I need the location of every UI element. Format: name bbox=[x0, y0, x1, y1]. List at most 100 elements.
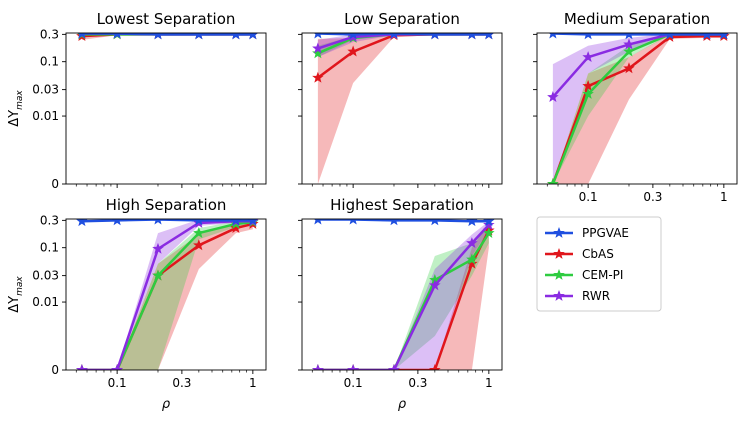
marker-rwr bbox=[547, 91, 559, 102]
panel-title: Low Separation bbox=[344, 10, 460, 28]
legend-marker bbox=[553, 247, 565, 259]
marker-ppgvae bbox=[389, 33, 399, 39]
marker-cbas bbox=[347, 45, 359, 57]
marker-cbas bbox=[230, 222, 242, 233]
band-cem-pi bbox=[552, 33, 724, 184]
axes-frame bbox=[301, 32, 503, 185]
marker-ppgvae bbox=[152, 33, 164, 40]
legend-marker bbox=[553, 226, 565, 238]
panel-title: High Separation bbox=[106, 196, 227, 214]
legend-label: PPGVAE bbox=[582, 226, 629, 240]
marker-ppgvae bbox=[623, 33, 635, 40]
y-tick-label: 0.01 bbox=[32, 109, 59, 123]
band-cbas bbox=[317, 222, 489, 370]
x-tick-label: 0.1 bbox=[344, 376, 363, 390]
marker-ppgvae bbox=[348, 33, 359, 40]
marker-ppgvae bbox=[247, 33, 258, 40]
legend-frame bbox=[536, 216, 662, 312]
line-rwr bbox=[317, 224, 490, 370]
marker-rwr bbox=[582, 51, 594, 63]
y-axis-label: ΔYmax bbox=[7, 90, 25, 127]
band-cbas bbox=[317, 33, 489, 184]
band-cem-pi bbox=[81, 220, 253, 370]
marker-ppgvae bbox=[664, 33, 675, 40]
marker-cem-pi bbox=[152, 269, 164, 281]
y-tick-label: 0 bbox=[51, 177, 59, 191]
marker-cem-pi bbox=[547, 177, 559, 184]
marker-ppgvae bbox=[483, 33, 494, 40]
x-tick-label: 0.3 bbox=[408, 376, 427, 390]
y-tick-label: 0.1 bbox=[40, 55, 59, 69]
marker-cem-pi bbox=[582, 87, 594, 99]
marker-rwr bbox=[347, 363, 359, 370]
panel-title: Highest Separation bbox=[330, 196, 474, 214]
marker-ppgvae bbox=[388, 219, 400, 226]
marker-ppgvae bbox=[583, 33, 594, 40]
x-axis-label: ρ bbox=[162, 397, 171, 412]
band-cem-pi bbox=[317, 225, 489, 370]
legend-label: RWR bbox=[582, 289, 610, 303]
line-ppgvae bbox=[81, 33, 253, 36]
line-ppgvae bbox=[552, 33, 724, 36]
panel-2: Low Separation bbox=[298, 10, 503, 188]
marker-ppgvae bbox=[230, 219, 242, 226]
y-tick-label: 0 bbox=[51, 363, 59, 377]
x-axis-label: ρ bbox=[398, 397, 407, 412]
marker-ppgvae bbox=[466, 33, 478, 40]
marker-ppgvae bbox=[349, 219, 358, 225]
marker-ppgvae bbox=[113, 33, 122, 39]
legend-marker bbox=[553, 289, 565, 301]
line-ppgvae bbox=[317, 33, 489, 36]
marker-cem-pi bbox=[623, 45, 635, 57]
marker-ppgvae bbox=[701, 33, 713, 40]
marker-ppgvae bbox=[76, 219, 88, 227]
band-rwr bbox=[317, 33, 489, 58]
x-tick-label: 1 bbox=[249, 376, 257, 390]
legend-label: CbAS bbox=[582, 247, 614, 261]
band-cbas bbox=[552, 34, 724, 184]
x-tick-label: 1 bbox=[485, 376, 493, 390]
marker-ppgvae bbox=[718, 33, 729, 40]
marker-ppgvae bbox=[429, 219, 440, 226]
axes-frame bbox=[301, 218, 503, 371]
axes-frame bbox=[65, 32, 267, 185]
panel-5: Highest Separation 0.1 0.3 1 ρ bbox=[298, 196, 503, 412]
x-tick-label: 1 bbox=[720, 190, 728, 204]
legend: PPGVAE CbAS CEM-PI RWR bbox=[536, 216, 662, 312]
marker-ppgvae bbox=[77, 33, 86, 39]
axes-frame bbox=[536, 32, 738, 185]
marker-rwr bbox=[312, 363, 324, 370]
panel-1: Lowest Separation 0.3 0.1 0.03 0.01 0 ΔYmax bbox=[7, 10, 267, 191]
x-tick-label: 0.1 bbox=[579, 190, 598, 204]
marker-rwr bbox=[111, 363, 123, 370]
x-tick-label: 0.1 bbox=[108, 376, 127, 390]
marker-cbas bbox=[193, 239, 205, 251]
marker-ppgvae bbox=[466, 219, 478, 227]
band-cbas bbox=[81, 221, 253, 370]
legend-label: CEM-PI bbox=[582, 268, 623, 282]
panel-title: Lowest Separation bbox=[97, 10, 236, 28]
marker-rwr bbox=[312, 42, 324, 54]
marker-ppgvae bbox=[112, 219, 123, 226]
y-tick-label: 0.1 bbox=[40, 241, 59, 255]
marker-ppgvae bbox=[313, 219, 322, 225]
marker-ppgvae bbox=[193, 219, 204, 226]
x-tick-label: 0.3 bbox=[172, 376, 191, 390]
y-tick-label: 0.3 bbox=[40, 27, 59, 41]
y-tick-label: 0.3 bbox=[40, 213, 59, 227]
marker-ppgvae bbox=[193, 33, 204, 40]
marker-rwr bbox=[466, 237, 478, 249]
marker-rwr bbox=[429, 279, 441, 291]
panel-3: Medium Separation 0.1 0.3 1 bbox=[533, 10, 738, 204]
marker-ppgvae bbox=[313, 33, 322, 39]
marker-rwr bbox=[623, 38, 635, 50]
marker-ppgvae bbox=[247, 219, 258, 226]
marker-cem-pi bbox=[466, 253, 478, 265]
marker-cem-pi bbox=[483, 227, 495, 238]
y-tick-label: 0.01 bbox=[32, 295, 59, 309]
marker-cbas bbox=[312, 71, 324, 83]
line-ppgvae bbox=[81, 219, 253, 223]
axes-frame bbox=[65, 218, 267, 371]
marker-cbas bbox=[623, 62, 635, 74]
